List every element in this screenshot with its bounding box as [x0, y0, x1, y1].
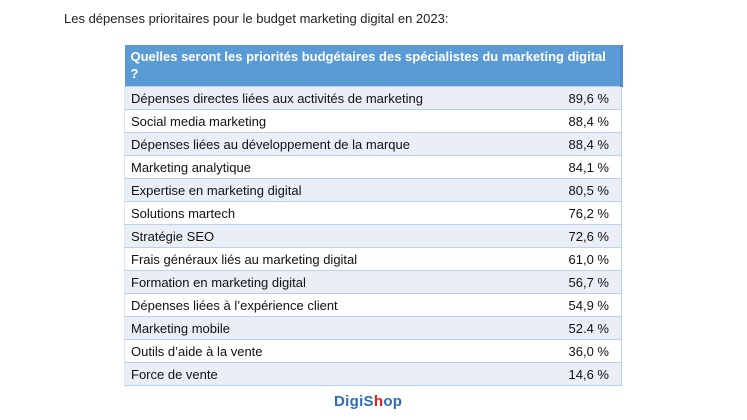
row-value: 84,1 % — [523, 155, 622, 179]
row-value: 14,6 % — [523, 362, 622, 386]
budget-priorities-table: Quelles seront les priorités budgétaires… — [124, 45, 623, 386]
table-row: Dépenses liées à l’expérience client 54,9… — [124, 293, 622, 317]
row-value: 80,5 % — [523, 178, 622, 202]
row-label: Dépenses liées au développement de la ma… — [124, 132, 523, 156]
row-label: Dépenses directes liées aux activités de… — [124, 86, 523, 110]
table-row: Social media marketing 88,4 % — [124, 109, 622, 133]
page-title: Les dépenses prioritaires pour le budget… — [64, 11, 449, 26]
logo-text-accent: h — [373, 393, 384, 410]
row-label: Frais généraux liés au marketing digital — [124, 247, 523, 271]
row-value: 72,6 % — [523, 224, 622, 248]
row-value: 88,4 % — [523, 132, 622, 156]
table-row: Frais généraux liés au marketing digital… — [124, 247, 622, 271]
table-row: Marketing mobile 52.4 % — [124, 316, 622, 340]
row-label: Force de vente — [124, 362, 523, 386]
row-value: 56,7 % — [523, 270, 622, 294]
table-row: Dépenses directes liées aux activités de… — [124, 86, 622, 110]
row-value: 61,0 % — [523, 247, 622, 271]
table-header-row: Quelles seront les priorités budgétaires… — [124, 45, 623, 87]
row-value: 52.4 % — [523, 316, 622, 340]
table-row: Outils d’aide à la vente 36,0 % — [124, 339, 622, 363]
table-row: Expertise en marketing digital 80,5 % — [124, 178, 622, 202]
row-value: 89,6 % — [523, 86, 622, 110]
row-value: 54,9 % — [523, 293, 622, 317]
table-row: Stratégie SEO 72,6 % — [124, 224, 622, 248]
row-value: 88,4 % — [523, 109, 622, 133]
row-label: Social media marketing — [124, 109, 523, 133]
row-label: Marketing mobile — [124, 316, 523, 340]
row-label: Solutions martech — [124, 201, 523, 225]
row-value: 36,0 % — [523, 339, 622, 363]
digishop-logo: DigiShop — [334, 393, 402, 410]
row-label: Formation en marketing digital — [124, 270, 523, 294]
logo-text: DigiS — [334, 393, 374, 410]
table-row: Force de vente 14,6 % — [124, 362, 622, 386]
row-label: Dépenses liées à l’expérience client — [124, 293, 523, 317]
table-row: Marketing analytique 84,1 % — [124, 155, 622, 179]
row-value: 76,2 % — [523, 201, 622, 225]
table-row: Formation en marketing digital 56,7 % — [124, 270, 622, 294]
row-label: Expertise en marketing digital — [124, 178, 523, 202]
table-row: Dépenses liées au développement de la ma… — [124, 132, 622, 156]
logo-text-end: op — [383, 393, 403, 410]
table-header: Quelles seront les priorités budgétaires… — [124, 45, 623, 87]
row-label: Outils d’aide à la vente — [124, 339, 523, 363]
row-label: Stratégie SEO — [124, 224, 523, 248]
row-label: Marketing analytique — [124, 155, 523, 179]
table-row: Solutions martech 76,2 % — [124, 201, 622, 225]
